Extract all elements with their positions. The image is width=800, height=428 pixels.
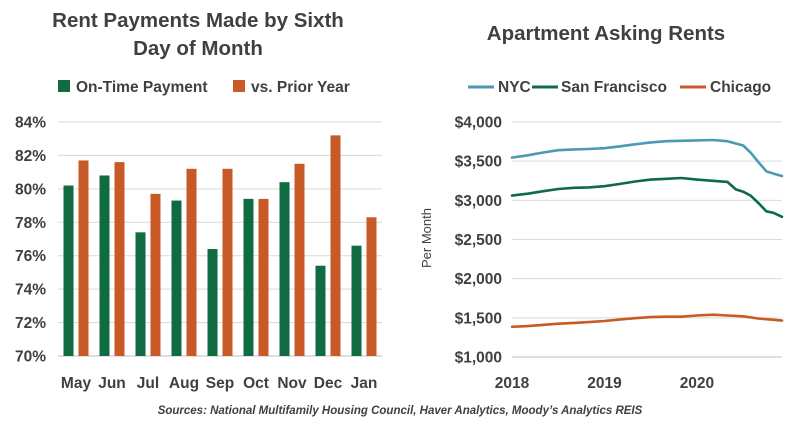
bar-prior-year-may: [78, 160, 89, 356]
right-y-tick-label: $1,500: [455, 310, 502, 327]
right-x-tick-label: 2020: [680, 375, 714, 392]
bar-prior-year-jul: [150, 193, 161, 356]
legend-swatch-prior-year: [233, 80, 245, 92]
right-y-tick-label: $2,000: [455, 271, 502, 288]
right-y-tick-labels: $1,000 $1,500 $2,000 $2,500 $3,000 $3,500 $4,0…: [455, 115, 502, 367]
right-y-tick-label: $2,500: [455, 232, 502, 249]
legend-label-chicago: Chicago: [710, 79, 771, 96]
bar-on-time-sep: [207, 249, 218, 356]
bar-on-time-may: [63, 185, 74, 356]
bar-prior-year-aug: [186, 168, 197, 356]
left-x-tick-label: Jan: [351, 375, 378, 392]
bar-on-time-oct: [243, 198, 254, 356]
left-x-tick-label: Dec: [314, 375, 343, 392]
bar-prior-year-sep: [222, 168, 233, 356]
left-y-tick-label: 84%: [15, 115, 46, 132]
bar-on-time-jul: [135, 232, 146, 356]
line-nyc: [510, 138, 784, 178]
left-x-tick-label: May: [61, 375, 92, 392]
left-bars: [63, 135, 377, 356]
bar-prior-year-jan: [366, 217, 377, 356]
source-note: Sources: National Multifamily Housing Co…: [158, 405, 643, 417]
right-gridlines: [512, 121, 782, 358]
right-y-tick-label: $1,000: [455, 350, 502, 367]
right-y-tick-label: $3,500: [455, 154, 502, 171]
left-x-tick-label: Jun: [98, 375, 126, 392]
legend-label-on-time: On-Time Payment: [76, 79, 208, 96]
left-y-tick-label: 74%: [15, 282, 46, 299]
legend-label-san-francisco: San Francisco: [561, 79, 667, 96]
bar-prior-year-dec: [330, 135, 341, 356]
right-y-axis-title: Per Month: [419, 208, 434, 268]
bar-on-time-dec: [315, 265, 326, 356]
left-y-tick-label: 76%: [15, 248, 46, 265]
legend-swatch-on-time: [58, 80, 70, 92]
right-chart-title: Apartment Asking Rents: [487, 22, 725, 45]
legend-label-prior-year: vs. Prior Year: [251, 79, 350, 96]
left-x-tick-labels: May Jun Jul Aug Sep Oct Nov Dec Jan: [61, 375, 377, 392]
right-x-tick-label: 2019: [587, 375, 622, 392]
left-gridlines: [58, 121, 382, 357]
bar-on-time-nov: [279, 182, 290, 356]
left-y-tick-label: 70%: [15, 349, 46, 366]
left-x-tick-label: Aug: [169, 375, 199, 392]
bar-on-time-aug: [171, 200, 182, 356]
right-x-tick-label: 2018: [495, 375, 530, 392]
bar-prior-year-oct: [258, 198, 269, 356]
bar-prior-year-nov: [294, 163, 305, 356]
bar-on-time-jan: [351, 245, 362, 356]
left-chart-title-line-1: Rent Payments Made by Sixth: [52, 9, 344, 32]
left-x-tick-label: Nov: [277, 375, 307, 392]
left-y-tick-label: 80%: [15, 181, 46, 198]
right-series-lines: [510, 138, 784, 329]
legend-label-nyc: NYC: [498, 79, 531, 96]
rent-payments-chart: Rent Payments Made by Sixth Day of Month…: [15, 9, 382, 392]
line-chicago: [510, 313, 784, 329]
line-san-francisco: [510, 176, 784, 219]
left-y-tick-label: 82%: [15, 148, 46, 165]
left-legend: On-Time Payment vs. Prior Year: [58, 79, 350, 96]
left-x-tick-label: Sep: [206, 375, 234, 392]
right-y-tick-label: $4,000: [455, 115, 502, 132]
right-y-tick-label: $3,000: [455, 193, 502, 210]
right-x-tick-labels: 2018 2019 2020: [495, 375, 714, 392]
left-y-tick-label: 72%: [15, 315, 46, 332]
asking-rents-chart: Apartment Asking Rents NYC San Francisco…: [419, 22, 784, 392]
left-chart-title-line-2: Day of Month: [133, 37, 263, 60]
bar-on-time-jun: [99, 175, 110, 356]
bar-prior-year-jun: [114, 162, 125, 356]
left-x-tick-label: Oct: [243, 375, 269, 392]
left-x-tick-label: Jul: [137, 375, 159, 392]
left-y-tick-labels: 70% 72% 74% 76% 78% 80% 82% 84%: [15, 115, 46, 366]
right-legend: NYC San Francisco Chicago: [468, 79, 771, 96]
left-y-tick-label: 78%: [15, 215, 46, 232]
